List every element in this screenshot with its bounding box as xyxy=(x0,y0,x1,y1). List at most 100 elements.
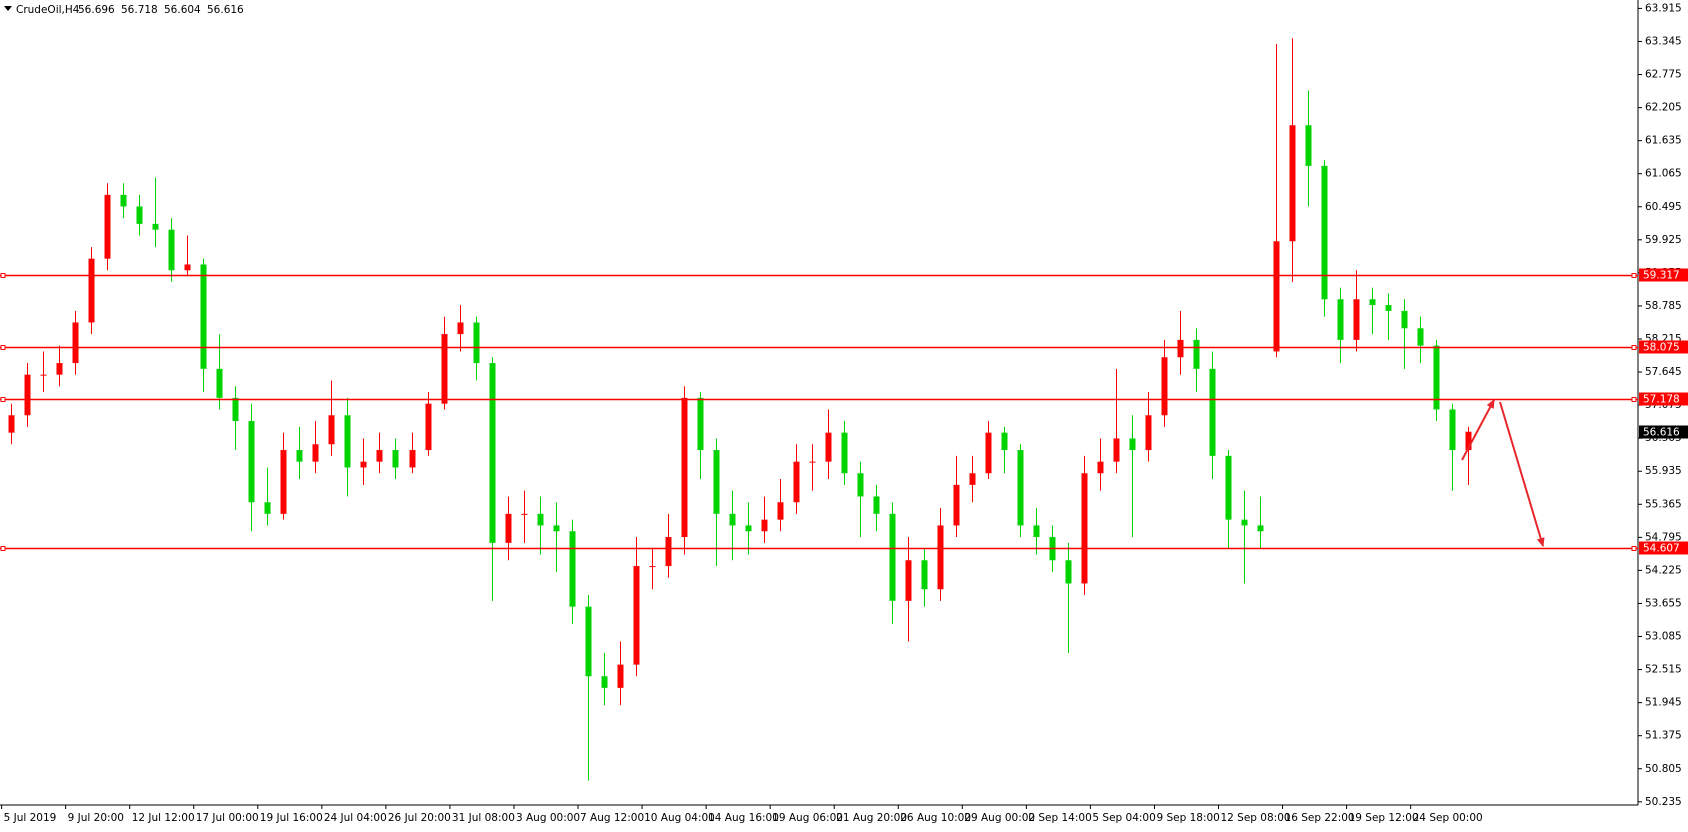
candle-body xyxy=(521,513,528,515)
candle-body xyxy=(937,525,944,590)
candle-body xyxy=(409,450,416,468)
y-tick-label: 50.235 xyxy=(1645,796,1682,808)
candle-body xyxy=(1017,450,1024,526)
candle-body xyxy=(56,363,63,375)
projection-arrow-down xyxy=(1499,401,1545,547)
candle-body xyxy=(1177,339,1184,358)
y-tick-label: 52.515 xyxy=(1645,664,1682,676)
candle-body xyxy=(825,432,832,462)
y-tick-label: 57.645 xyxy=(1645,366,1682,378)
candle-body xyxy=(665,537,672,567)
candle-body xyxy=(376,450,383,462)
x-tick-label: 31 Jul 08:00 xyxy=(452,812,515,824)
candle-body xyxy=(232,397,239,422)
x-tick-label: 14 Aug 16:00 xyxy=(708,812,779,824)
y-tick-label: 63.345 xyxy=(1645,35,1682,47)
y-tick-label: 61.065 xyxy=(1645,168,1682,180)
candle-body xyxy=(248,421,255,503)
y-tick-label: 58.785 xyxy=(1645,300,1682,312)
symbol-title: CrudeOil,H4 xyxy=(16,4,80,16)
candle-body xyxy=(585,606,592,677)
price-label-box xyxy=(1639,425,1688,439)
candle-body xyxy=(1081,473,1088,584)
candle-body xyxy=(681,397,688,538)
candle-body xyxy=(473,322,480,364)
candle-body xyxy=(104,194,111,259)
y-tick-label: 59.925 xyxy=(1645,234,1682,246)
candle-body xyxy=(809,461,816,463)
candle-body xyxy=(296,450,303,462)
candle-body xyxy=(1225,455,1232,520)
candle-body xyxy=(1417,328,1424,346)
candle-body xyxy=(953,484,960,526)
candle-body xyxy=(392,450,399,468)
level-label-box xyxy=(1639,541,1688,555)
level-handle xyxy=(0,397,6,402)
y-tick-label: 62.775 xyxy=(1645,69,1682,81)
level-label: 54.607 xyxy=(1643,543,1680,555)
candle-body xyxy=(280,450,287,514)
candle-body xyxy=(761,519,768,532)
candle-body xyxy=(841,432,848,474)
level-handle xyxy=(1631,345,1637,350)
candle-body xyxy=(1321,165,1328,300)
y-tick-label: 53.085 xyxy=(1645,631,1682,643)
candle-body xyxy=(601,676,608,688)
candle-body xyxy=(8,415,15,433)
x-tick-label: 17 Jul 00:00 xyxy=(196,812,259,824)
x-tick-label: 5 Sep 04:00 xyxy=(1092,812,1155,824)
candle-body xyxy=(985,432,992,474)
candle-body xyxy=(344,415,351,468)
candle-body xyxy=(1433,345,1440,410)
x-tick-label: 12 Jul 12:00 xyxy=(132,812,195,824)
level-handle xyxy=(1631,273,1637,278)
x-tick-label: 12 Sep 08:00 xyxy=(1220,812,1290,824)
candle-body xyxy=(873,496,880,514)
candle-body xyxy=(793,461,800,503)
y-tick-label: 62.205 xyxy=(1645,102,1682,114)
quote-value: 56.616 xyxy=(207,4,244,16)
x-tick-label: 5 Jul 2019 xyxy=(4,812,57,824)
menu-triangle[interactable] xyxy=(4,6,12,11)
x-tick-label: 19 Aug 06:00 xyxy=(772,812,843,824)
level-handle xyxy=(0,546,6,551)
x-tick-label: 21 Aug 20:00 xyxy=(836,812,907,824)
candle-body xyxy=(88,258,95,323)
x-tick-label: 10 Aug 04:00 xyxy=(644,812,715,824)
level-label-box xyxy=(1639,392,1688,406)
candle-body xyxy=(136,206,143,224)
level-label-box xyxy=(1639,268,1688,282)
candle-body xyxy=(312,444,319,462)
y-tick-label: 51.945 xyxy=(1645,697,1682,709)
candle-body xyxy=(1209,368,1216,456)
y-tick-label: 50.805 xyxy=(1645,763,1682,775)
x-tick-label: 19 Sep 12:00 xyxy=(1349,812,1419,824)
x-tick-label: 24 Jul 04:00 xyxy=(324,812,387,824)
x-tick-label: 9 Jul 20:00 xyxy=(68,812,124,824)
y-tick-label: 55.935 xyxy=(1645,465,1682,477)
x-tick-label: 24 Sep 00:00 xyxy=(1413,812,1483,824)
candle-body xyxy=(168,229,175,271)
y-tick-label: 54.225 xyxy=(1645,564,1682,576)
price-label: 56.616 xyxy=(1643,427,1680,439)
candle-body xyxy=(1065,560,1072,584)
candle-body xyxy=(200,264,207,369)
x-tick-label: 2 Sep 14:00 xyxy=(1028,812,1091,824)
candle-body xyxy=(969,473,976,485)
x-tick-label: 3 Aug 00:00 xyxy=(516,812,580,824)
candle-body xyxy=(1129,438,1136,451)
candle-body xyxy=(1113,438,1120,462)
candle-body xyxy=(889,513,896,601)
candle-body xyxy=(777,502,784,520)
x-tick-label: 16 Sep 22:00 xyxy=(1285,812,1355,824)
candle-body xyxy=(617,664,624,688)
y-tick-label: 53.655 xyxy=(1645,597,1682,609)
candle-body xyxy=(729,513,736,526)
x-tick-label: 7 Aug 12:00 xyxy=(580,812,644,824)
projection-arrow-up xyxy=(1461,399,1495,461)
candle-body xyxy=(120,194,127,207)
x-tick-label: 29 Aug 00:00 xyxy=(964,812,1035,824)
candle-body xyxy=(1241,519,1248,526)
